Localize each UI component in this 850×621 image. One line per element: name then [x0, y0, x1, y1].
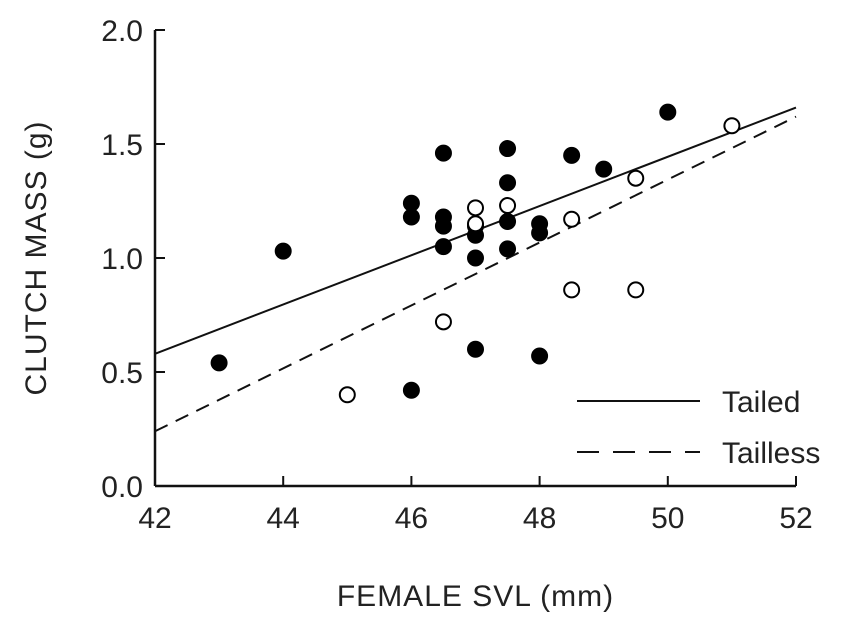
point-tailed — [434, 217, 452, 235]
y-ticks: 0.0 0.5 1.0 1.5 2.0 — [101, 15, 165, 504]
point-tailed — [402, 381, 420, 399]
data-points — [210, 103, 741, 404]
legend-label-tailless: Tailless — [722, 437, 820, 470]
point-tailed — [499, 213, 517, 231]
y-tick-label: 1.0 — [101, 243, 143, 276]
point-tailed — [499, 174, 517, 192]
point-tailless — [338, 386, 356, 404]
fit-lines — [154, 106, 797, 433]
point-tailed — [402, 208, 420, 226]
point-tailed — [563, 146, 581, 164]
y-axis-title: CLUTCH MASS (g) — [20, 120, 53, 395]
point-tailed — [434, 238, 452, 256]
y-tick-label: 0.5 — [101, 357, 143, 390]
point-tailless — [627, 169, 645, 187]
x-tick-label: 52 — [779, 502, 812, 535]
x-ticks: 42 44 46 48 50 52 — [138, 476, 813, 535]
y-tick-label: 2.0 — [101, 15, 143, 48]
point-tailed — [274, 242, 292, 260]
y-tick-label: 0.0 — [101, 471, 143, 504]
x-tick-label: 42 — [138, 502, 171, 535]
y-tick-label: 1.5 — [101, 129, 143, 162]
point-tailed — [467, 340, 484, 358]
legend-label-tailed: Tailed — [722, 386, 800, 419]
x-tick-label: 48 — [523, 502, 556, 535]
point-tailless — [434, 313, 452, 331]
x-tick-label: 50 — [651, 502, 684, 535]
point-tailed — [210, 354, 228, 372]
point-tailless — [627, 281, 645, 299]
point-tailless — [563, 210, 581, 228]
fit-line-tailless — [154, 115, 797, 433]
point-tailed — [499, 240, 517, 258]
point-tailed — [595, 160, 613, 178]
legend: Tailed Tailless — [577, 386, 820, 470]
point-tailless — [499, 197, 517, 215]
point-tailless — [467, 215, 484, 233]
point-tailed — [434, 144, 452, 162]
point-tailed — [467, 249, 484, 267]
x-axis-title: FEMALE SVL (mm) — [337, 580, 614, 613]
point-tailed — [499, 140, 517, 158]
point-tailless — [723, 117, 741, 135]
point-tailless — [467, 199, 484, 217]
point-tailed — [659, 103, 677, 121]
point-tailed — [531, 347, 549, 365]
x-tick-label: 44 — [267, 502, 300, 535]
x-tick-label: 46 — [395, 502, 428, 535]
point-tailless — [563, 281, 581, 299]
point-tailed — [531, 224, 549, 242]
